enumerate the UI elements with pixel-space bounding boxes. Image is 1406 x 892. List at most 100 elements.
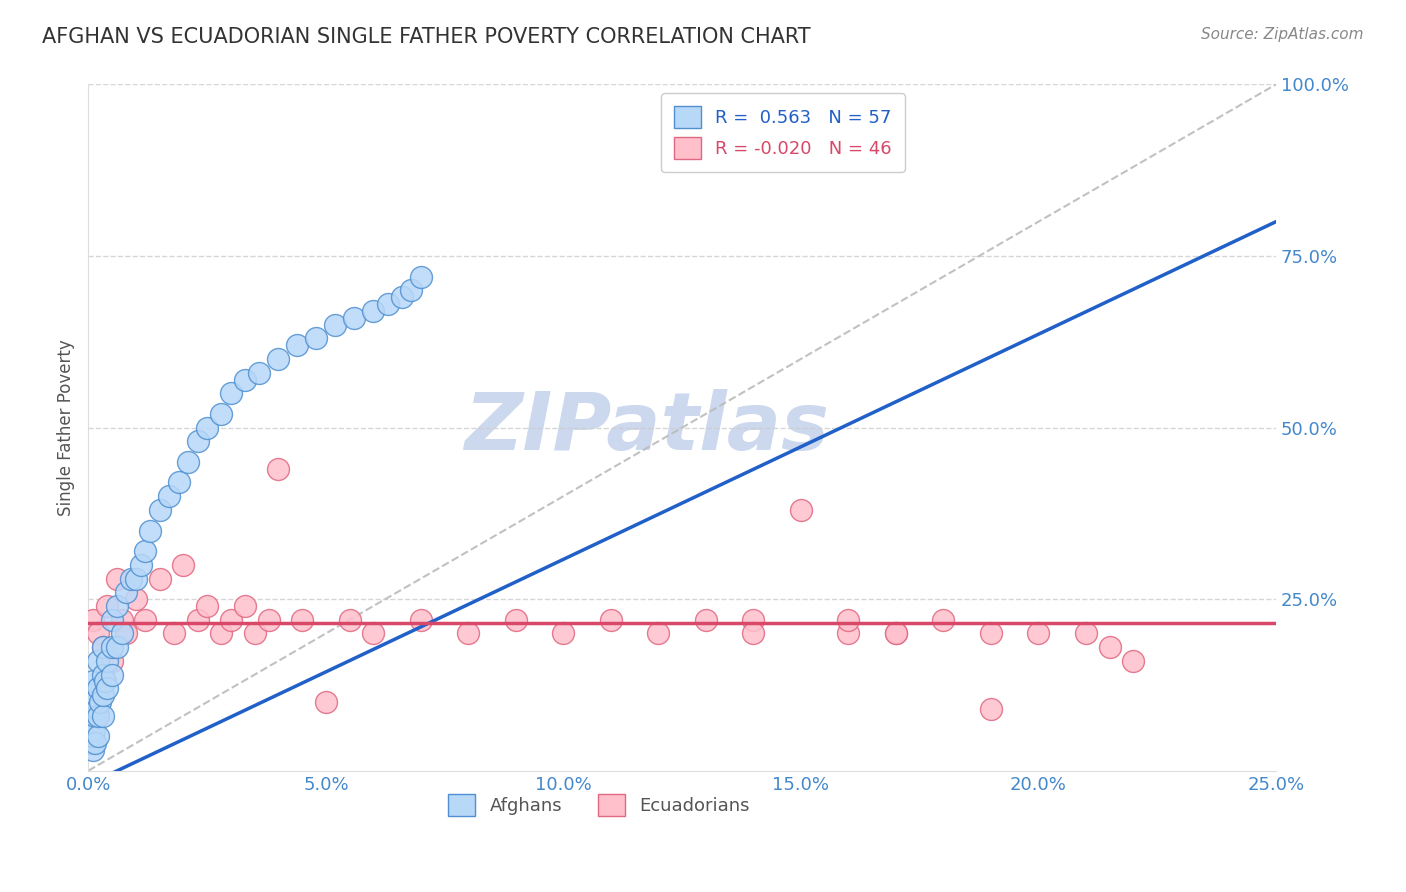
Point (339, 613, 361, 627)
Point (695, 613, 717, 627)
Point (91, 640, 114, 655)
Text: ZIPatlas: ZIPatlas (464, 389, 830, 467)
Point (505, 613, 527, 627)
Point (125, 572, 148, 586)
Point (325, 318, 347, 332)
Point (233, 599, 256, 613)
Point (287, 338, 309, 352)
Point (980, 626, 1002, 640)
Point (105, 599, 128, 613)
Point (167, 475, 190, 490)
Point (363, 626, 385, 640)
Point (87, 654, 110, 668)
Point (84, 736, 107, 750)
Point (91, 708, 114, 723)
Point (89, 695, 111, 709)
Point (111, 613, 134, 627)
Point (209, 626, 232, 640)
Point (105, 572, 128, 586)
Point (247, 366, 270, 380)
Point (457, 626, 479, 640)
Point (82, 730, 104, 744)
Point (267, 351, 290, 366)
Point (87, 626, 110, 640)
Point (172, 558, 194, 572)
Point (129, 558, 152, 572)
Point (377, 297, 399, 311)
Point (80, 723, 103, 737)
Point (157, 489, 180, 503)
Point (343, 310, 366, 325)
Point (163, 626, 186, 640)
Point (647, 626, 669, 640)
Point (120, 572, 142, 586)
Point (195, 599, 218, 613)
Point (80, 736, 103, 750)
Point (96, 681, 118, 696)
Point (82, 674, 104, 689)
Point (363, 304, 385, 318)
Point (87, 730, 110, 744)
Point (837, 626, 859, 640)
Legend: Afghans, Ecuadorians: Afghans, Ecuadorians (440, 787, 758, 823)
Point (91, 688, 114, 702)
Point (101, 640, 124, 655)
Point (101, 667, 124, 681)
Point (219, 386, 242, 401)
Point (91, 640, 114, 655)
Point (243, 626, 266, 640)
Point (149, 572, 172, 586)
Point (600, 613, 623, 627)
Point (257, 613, 280, 627)
Point (82, 743, 104, 757)
Point (87, 681, 110, 696)
Point (409, 613, 432, 627)
Point (267, 461, 290, 475)
Point (82, 715, 104, 730)
Point (305, 331, 328, 345)
Point (837, 613, 859, 627)
Point (82, 730, 104, 744)
Point (82, 613, 104, 627)
Point (86, 702, 108, 716)
Point (233, 372, 256, 386)
Point (139, 524, 162, 538)
Point (401, 283, 423, 297)
Point (553, 626, 575, 640)
Point (125, 592, 148, 607)
Point (1074, 626, 1097, 640)
Point (91, 667, 114, 681)
Point (291, 613, 314, 627)
Point (80, 708, 103, 723)
Point (1028, 626, 1050, 640)
Point (105, 640, 128, 655)
Point (87, 708, 110, 723)
Point (111, 626, 134, 640)
Point (101, 613, 124, 627)
Point (195, 420, 218, 434)
Point (82, 695, 104, 709)
Point (884, 626, 907, 640)
Y-axis label: Single Father Poverty: Single Father Poverty (58, 339, 75, 516)
Text: Source: ZipAtlas.com: Source: ZipAtlas.com (1201, 27, 1364, 42)
Point (134, 544, 156, 558)
Point (790, 503, 813, 517)
Point (83, 723, 105, 737)
Point (409, 269, 432, 284)
Point (187, 434, 209, 449)
Point (315, 695, 337, 709)
Point (96, 599, 118, 613)
Point (177, 455, 200, 469)
Point (884, 626, 907, 640)
Text: AFGHAN VS ECUADORIAN SINGLE FATHER POVERTY CORRELATION CHART: AFGHAN VS ECUADORIAN SINGLE FATHER POVER… (42, 27, 811, 46)
Point (742, 626, 765, 640)
Point (149, 503, 172, 517)
Point (94, 674, 117, 689)
Point (209, 407, 232, 421)
Point (101, 654, 124, 668)
Point (932, 613, 955, 627)
Point (96, 654, 118, 668)
Point (134, 613, 156, 627)
Point (391, 290, 413, 304)
Point (980, 702, 1002, 716)
